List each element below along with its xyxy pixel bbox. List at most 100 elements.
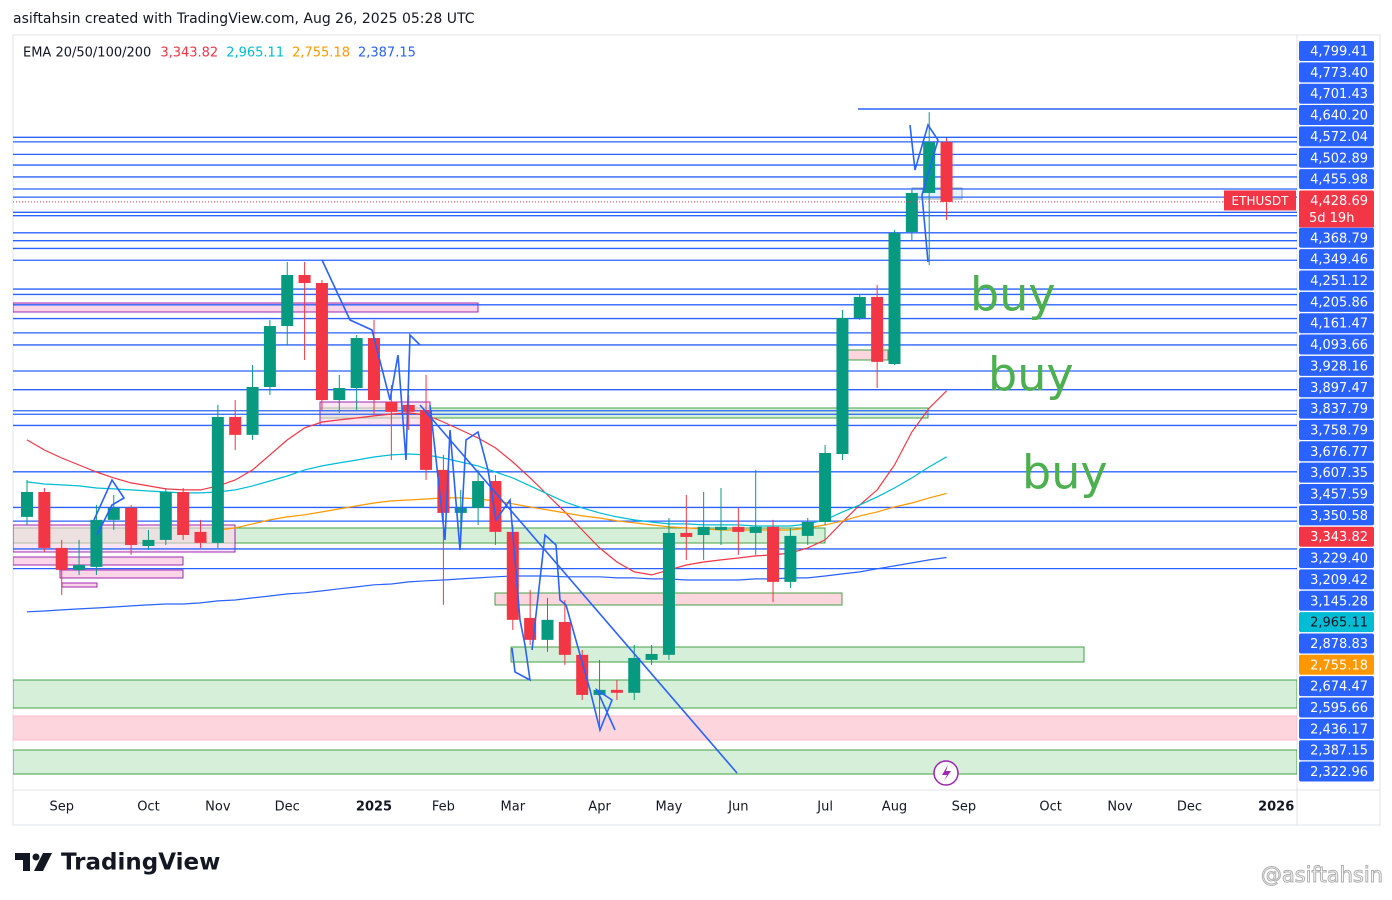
y-tick-label: 2,674.47 xyxy=(1310,680,1368,695)
y-label-bg xyxy=(1299,334,1374,355)
y-tick-label: 4,093.66 xyxy=(1310,338,1368,353)
zone xyxy=(510,646,1085,663)
y-label-bg xyxy=(1299,569,1374,590)
candle-body xyxy=(662,532,675,655)
y-tick-label: 4,349.46 xyxy=(1310,253,1368,268)
x-tick-label: May xyxy=(656,800,683,815)
y-tick-label: 2,436.17 xyxy=(1310,722,1368,737)
y-label-bg xyxy=(1299,718,1374,739)
y-label-bg xyxy=(1299,126,1374,147)
candle-body xyxy=(628,657,641,693)
y-tick-label: 4,799.41 xyxy=(1310,45,1368,60)
y-tick-label: 4,572.04 xyxy=(1310,130,1368,145)
drawing xyxy=(321,259,421,461)
candle-body xyxy=(888,233,901,364)
event-icon-bolt xyxy=(942,765,951,781)
y-tick-label: 2,595.66 xyxy=(1310,701,1368,716)
y-tick-label: 3,343.82 xyxy=(1310,530,1368,545)
y-label-bg xyxy=(1299,105,1374,126)
y-label-bg xyxy=(1299,462,1374,483)
y-label-bg xyxy=(1299,484,1374,504)
candle-body xyxy=(21,492,33,517)
y-tick-label: 2,755.18 xyxy=(1310,658,1368,673)
y-label-bg xyxy=(1299,654,1374,675)
candle-body xyxy=(246,386,259,435)
candle-body xyxy=(732,526,745,532)
x-tick-label: Oct xyxy=(137,800,159,815)
y-tick-label: 4,640.20 xyxy=(1310,109,1368,124)
frame xyxy=(12,34,1381,826)
x-tick-label: Dec xyxy=(1177,800,1202,815)
x-tick-label: 2025 xyxy=(356,800,392,815)
y-tick-label: 3,676.77 xyxy=(1310,445,1368,460)
candle-body xyxy=(55,547,68,570)
y-label-bg xyxy=(1299,740,1374,761)
annotation: buy xyxy=(988,348,1074,402)
candles xyxy=(13,112,1297,730)
candle-body xyxy=(350,338,363,389)
legend-value: 2,755.18 xyxy=(292,46,350,61)
symbol: ETHUSDT xyxy=(1232,194,1290,208)
candle-body xyxy=(801,521,814,536)
y-tick-label: 4,251.12 xyxy=(1310,274,1368,289)
zone xyxy=(13,302,479,313)
zones xyxy=(13,187,1297,775)
candle-body xyxy=(610,689,623,693)
drawing xyxy=(531,533,616,733)
x-tick-label: Aug xyxy=(882,800,907,815)
y-label-bg xyxy=(1299,313,1374,334)
candle-body xyxy=(73,564,86,570)
candle-body xyxy=(836,318,849,455)
candle-body xyxy=(715,526,727,530)
x-tick-label: Sep xyxy=(49,800,74,815)
x-tick-label: Jul xyxy=(816,800,833,815)
y-label-bg xyxy=(1299,169,1374,190)
candle-body xyxy=(680,532,693,537)
candle-body xyxy=(211,416,224,543)
ema-line xyxy=(217,492,947,531)
brand-logo xyxy=(15,853,52,871)
y-tick-label: 3,607.35 xyxy=(1310,466,1368,481)
candle-body xyxy=(142,539,155,546)
y-tick-label: 3,758.79 xyxy=(1310,423,1368,438)
y-label-bg xyxy=(1299,398,1374,419)
candle-body xyxy=(38,492,51,548)
zone xyxy=(13,679,1297,709)
candle-body xyxy=(194,531,207,543)
drawing xyxy=(93,478,126,536)
candle-body xyxy=(541,619,554,640)
brand: TradingView xyxy=(61,850,220,876)
y-label-bg xyxy=(1299,612,1374,633)
y-tick-label: 4,773.40 xyxy=(1310,66,1368,81)
y-label-bg xyxy=(1299,526,1374,547)
y-label-bg xyxy=(1299,227,1374,248)
y-tick-label: 4,502.89 xyxy=(1310,151,1368,166)
y-tick-label: 2,878.83 xyxy=(1310,637,1368,652)
y-label-bg xyxy=(1299,548,1374,569)
x-tick-label: Nov xyxy=(1107,800,1133,815)
candle-body xyxy=(333,388,346,401)
y-tick-label: 3,457.59 xyxy=(1310,488,1368,503)
candle-body xyxy=(368,338,380,401)
x-tick-label: Dec xyxy=(275,800,300,815)
y-tick-label: 2,965.11 xyxy=(1310,616,1368,631)
y-label-bg xyxy=(1299,249,1374,270)
drawing xyxy=(419,404,738,774)
x-tick-label: Sep xyxy=(952,800,977,815)
y-tick-label: 4,368.79 xyxy=(1310,231,1368,246)
legend-value: 3,343.82 xyxy=(160,46,218,61)
header: asiftahsin created with TradingView.com,… xyxy=(13,11,475,27)
y-tick-label: 2,322.96 xyxy=(1310,765,1368,780)
y-tick-label: 4,701.43 xyxy=(1310,87,1368,102)
y-tick-label: 4,428.69 xyxy=(1310,194,1368,209)
y-label-bg xyxy=(1299,633,1374,654)
candle-body xyxy=(298,274,311,284)
candle-body xyxy=(420,409,433,470)
candle-body xyxy=(749,526,762,533)
candle-body xyxy=(159,492,172,540)
y-tick-label: 4,161.47 xyxy=(1310,317,1368,332)
x-tick-label: Oct xyxy=(1039,800,1061,815)
candle-body xyxy=(767,526,780,582)
